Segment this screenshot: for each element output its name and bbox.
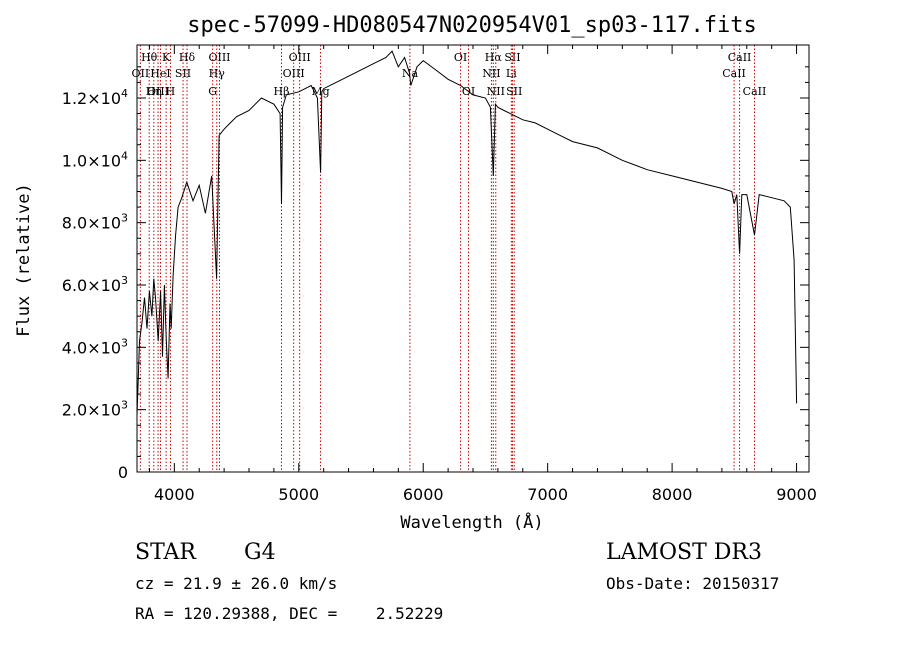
x-tick-label: 6000 <box>403 485 444 504</box>
line-marker-label: OIII <box>208 51 230 64</box>
x-axis: 4000 5000 6000 7000 8000 9000 <box>148 45 817 504</box>
y-tick-label: 4.0×103 <box>62 336 128 357</box>
chart-title: spec-57099-HD080547N020954V01_sp03-117.f… <box>187 13 757 38</box>
line-marker-label: OII <box>132 67 150 80</box>
line-marker-label: NII <box>482 67 500 80</box>
x-tick-label: 7000 <box>527 485 568 504</box>
plot-frame <box>136 44 810 473</box>
x-tick-label: 4000 <box>154 485 195 504</box>
line-marker-label: Hγ <box>209 67 226 80</box>
line-marker-label: SII <box>506 85 522 98</box>
line-marker-label: Hα <box>485 51 503 64</box>
line-marker-label: OIII <box>147 85 169 98</box>
line-marker-label: OI <box>454 51 467 64</box>
y-axis-label: Flux (relative) <box>14 183 34 337</box>
line-marker-label: SII <box>175 67 191 80</box>
y-tick-label: 0 <box>118 463 128 482</box>
line-marker-label: Hδ <box>179 51 196 64</box>
survey-name: LAMOST DR3 <box>606 540 762 565</box>
spectral-subclass: G4 <box>244 540 276 565</box>
line-marker-label: CaII <box>743 85 767 98</box>
line-marker-label: HeI <box>150 67 170 80</box>
line-marker-label: K <box>162 51 171 64</box>
line-marker-label: H <box>166 85 176 98</box>
object-class: STAR <box>135 540 196 565</box>
line-marker-label: Li <box>506 67 517 80</box>
line-marker-label: Hη <box>146 85 162 98</box>
x-tick-label: 5000 <box>278 485 319 504</box>
y-tick-label: 1.2×104 <box>62 87 128 108</box>
y-tick-label: 2.0×103 <box>62 399 128 420</box>
y-axis: 0 2.0×103 4.0×103 6.0×103 8.0×103 1.0×104 1.2×… <box>62 66 809 482</box>
line-marker-label: G <box>208 85 217 98</box>
y-tick-label: 1.0×104 <box>62 149 128 170</box>
y-tick-label: 8.0×103 <box>62 212 128 233</box>
line-marker-label: OIII <box>283 67 305 80</box>
y-tick-label: 6.0×103 <box>62 274 128 295</box>
line-marker-label: CaII <box>722 67 746 80</box>
line-marker-label: Hβ <box>274 85 290 98</box>
coordinates: RA = 120.29388, DEC = 2.52229 <box>135 604 444 623</box>
x-tick-label: 8000 <box>652 485 693 504</box>
line-marker-label: SII <box>504 51 520 64</box>
line-marker-label: Na <box>402 67 419 80</box>
redshift-cz: cz = 21.9 ± 26.0 km/s <box>135 574 338 593</box>
line-marker-label: Hθ <box>141 51 158 64</box>
line-marker-label: CaII <box>728 51 752 64</box>
observation-date: Obs-Date: 20150317 <box>606 574 780 593</box>
spectrum-series-line <box>136 50 798 416</box>
x-axis-label: Wavelength (Å) <box>400 511 543 533</box>
line-marker-label: OIII <box>289 51 311 64</box>
line-marker-label: NII <box>487 85 505 98</box>
x-tick-label: 9000 <box>776 485 817 504</box>
